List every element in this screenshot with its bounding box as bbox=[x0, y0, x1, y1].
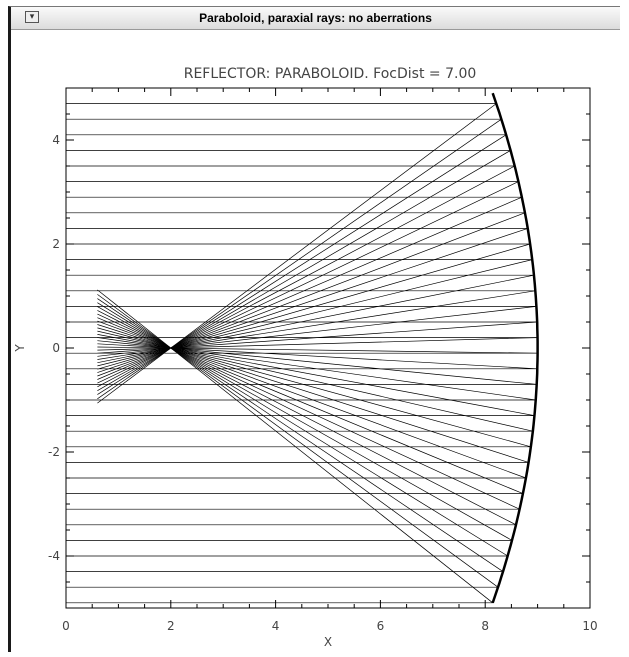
x-tick-label: 4 bbox=[272, 619, 280, 633]
reflected-ray bbox=[97, 103, 497, 404]
x-tick-label: 2 bbox=[167, 619, 175, 633]
x-tick-label: 10 bbox=[582, 619, 597, 633]
window-menu-icon[interactable]: ▾ bbox=[25, 11, 39, 23]
x-tick-label: 8 bbox=[481, 619, 489, 633]
ray-lines bbox=[66, 103, 538, 604]
plot-window: ▾ Paraboloid, paraxial rays: no aberrati… bbox=[8, 6, 620, 652]
reflected-ray bbox=[97, 343, 538, 370]
reflected-ray bbox=[97, 294, 499, 588]
reflected-ray bbox=[97, 150, 511, 392]
reflected-ray bbox=[97, 289, 493, 604]
reflected-ray bbox=[97, 212, 526, 377]
reflected-ray bbox=[97, 310, 517, 526]
window-title: Paraboloid, paraxial rays: no aberration… bbox=[199, 11, 432, 25]
y-tick-label: 4 bbox=[52, 133, 60, 147]
chart-title: REFLECTOR: PARABOLOID. FocDist = 7.00 bbox=[184, 66, 477, 82]
y-tick-label: -4 bbox=[48, 549, 60, 563]
reflected-ray bbox=[97, 320, 527, 479]
title-bar[interactable]: ▾ Paraboloid, paraxial rays: no aberrati… bbox=[11, 7, 620, 30]
x-tick-label: 0 bbox=[62, 619, 70, 633]
x-axis-label: X bbox=[324, 635, 332, 649]
y-tick-label: 2 bbox=[52, 237, 60, 251]
reflected-ray bbox=[97, 306, 513, 541]
y-axis-label: Y bbox=[13, 344, 27, 353]
reflected-ray bbox=[97, 302, 508, 557]
x-tick-label: 6 bbox=[377, 619, 385, 633]
reflected-ray bbox=[97, 118, 502, 400]
reflected-ray bbox=[97, 324, 529, 463]
y-tick-label: 0 bbox=[52, 341, 60, 355]
y-tick-label: -2 bbox=[48, 445, 60, 459]
axis-ticks: 0 2 4 6 8 10 -4 -2 0 2 4 bbox=[48, 87, 598, 633]
reflected-ray bbox=[97, 330, 533, 432]
paraboloid-mirror bbox=[491, 92, 539, 604]
reflected-ray bbox=[97, 165, 515, 388]
reflected-ray bbox=[97, 313, 520, 510]
